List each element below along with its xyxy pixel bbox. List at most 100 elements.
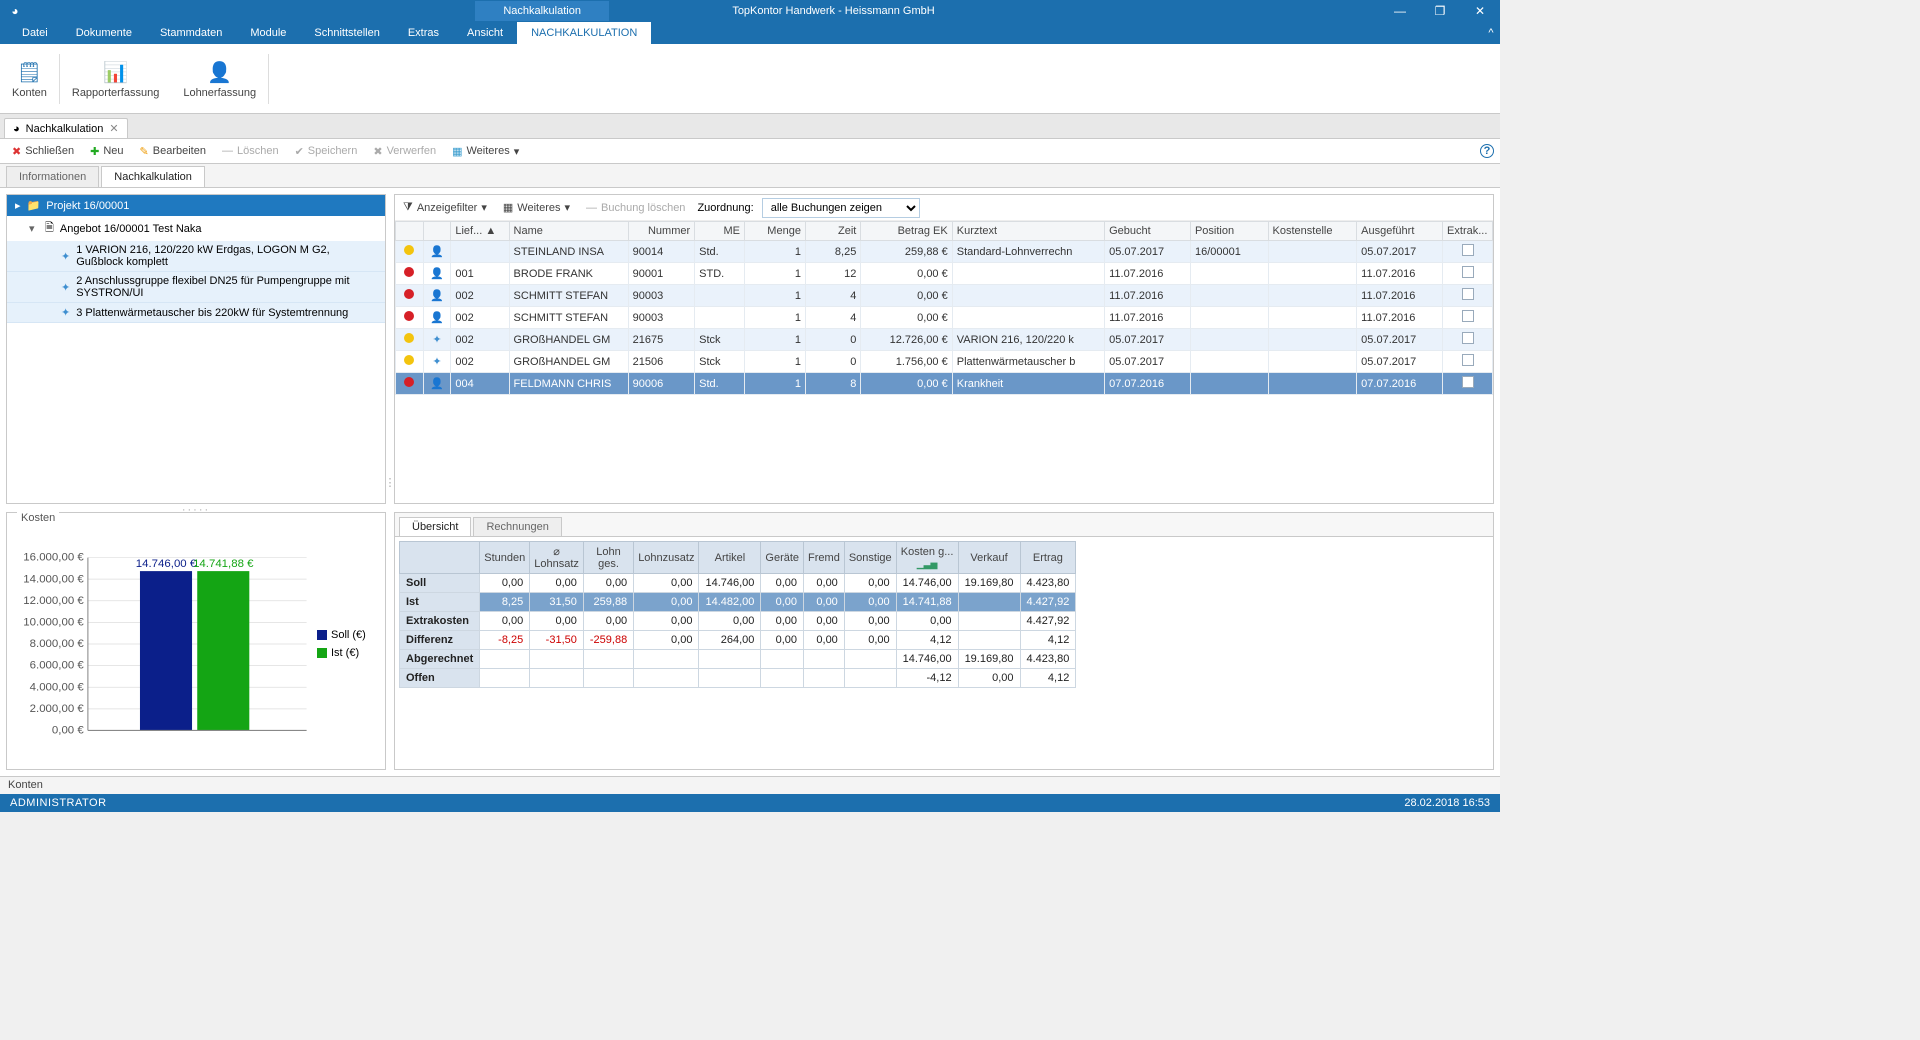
checkbox[interactable]: [1462, 244, 1474, 256]
column-header[interactable]: Betrag EK: [861, 222, 952, 241]
filter-more-button[interactable]: ▦Weiteres ▾: [499, 199, 574, 216]
column-header[interactable]: [396, 222, 424, 241]
ribbon-rapport[interactable]: 📊 Rapporterfassung: [60, 49, 171, 109]
sum-row-label: Soll: [400, 574, 480, 593]
plus-icon: ✚: [90, 145, 99, 158]
menu-module[interactable]: Module: [236, 22, 300, 44]
menu-datei[interactable]: Datei: [8, 22, 62, 44]
table-row[interactable]: 👤STEINLAND INSA90014Std.18,25259,88 €Sta…: [396, 241, 1493, 263]
x-icon: ✖: [373, 145, 382, 158]
window-maximize[interactable]: ❐: [1420, 0, 1460, 22]
checkbox[interactable]: [1462, 376, 1474, 388]
svg-text:8.000,00 €: 8.000,00 €: [30, 638, 85, 650]
menu-extras[interactable]: Extras: [394, 22, 453, 44]
more-button[interactable]: ▦Weiteres ▾: [446, 143, 525, 160]
menu-nachkalkulation[interactable]: NACHKALKULATION: [517, 22, 651, 44]
sum-col: Lohnzusatz: [634, 542, 699, 574]
tree-item[interactable]: ✦3 Plattenwärmetauscher bis 220kW für Sy…: [7, 303, 385, 323]
app-icon: ◕: [0, 4, 30, 18]
table-row[interactable]: 👤002SCHMITT STEFAN90003140,00 €11.07.201…: [396, 307, 1493, 329]
column-header[interactable]: Lief... ▲: [451, 222, 509, 241]
ribbon-lohn[interactable]: 👤 Lohnerfassung: [171, 49, 268, 109]
document-tab[interactable]: ◕ Nachkalkulation ✕: [4, 118, 128, 138]
column-header[interactable]: Menge: [745, 222, 806, 241]
splitter-vertical[interactable]: ⋮: [386, 194, 394, 770]
menu-dokumente[interactable]: Dokumente: [62, 22, 146, 44]
tree-offer[interactable]: ▾ 🗎 Angebot 16/00001 Test Naka: [7, 216, 385, 241]
column-header[interactable]: ME: [695, 222, 745, 241]
sum-col: Sonstige: [844, 542, 896, 574]
svg-text:0,00 €: 0,00 €: [52, 725, 84, 737]
sum-row-label: Extrakosten: [400, 612, 480, 631]
column-header[interactable]: Nummer: [628, 222, 694, 241]
new-button[interactable]: ✚Neu: [84, 143, 129, 160]
table-row[interactable]: 👤004FELDMANN CHRIS90006Std.180,00 €Krank…: [396, 373, 1493, 395]
column-header[interactable]: [423, 222, 451, 241]
bookings-table[interactable]: Lief... ▲NameNummerMEMengeZeitBetrag EKK…: [395, 221, 1493, 395]
title-bar: ◕ Nachkalkulation TopKontor Handwerk - H…: [0, 0, 1500, 22]
pencil-icon: ✎: [140, 145, 149, 158]
svg-text:4.000,00 €: 4.000,00 €: [30, 681, 85, 693]
tab-uebersicht[interactable]: Übersicht: [399, 517, 471, 536]
column-header[interactable]: Ausgeführt: [1357, 222, 1443, 241]
tree-item[interactable]: ✦1 VARION 216, 120/220 kW Erdgas, LOGON …: [7, 241, 385, 272]
chevron-down-icon: ▾: [565, 201, 571, 214]
minus-icon: —: [222, 145, 233, 157]
edit-button[interactable]: ✎Bearbeiten: [134, 143, 212, 160]
title-text: Nachkalkulation TopKontor Handwerk - Hei…: [30, 1, 1380, 21]
menu-ansicht[interactable]: Ansicht: [453, 22, 517, 44]
folder-icon: 📁: [27, 199, 41, 212]
summary-table: Stunden⌀ LohnsatzLohn ges.LohnzusatzArti…: [399, 541, 1076, 688]
column-header[interactable]: Zeit: [805, 222, 860, 241]
menu-bar: DateiDokumenteStammdatenModuleSchnittste…: [0, 22, 1500, 44]
tab-rechnungen[interactable]: Rechnungen: [473, 517, 561, 536]
ribbon-konten[interactable]: 🗒 Konten: [0, 49, 59, 109]
column-header[interactable]: Name: [509, 222, 628, 241]
bookings-filter-bar: ⧩Anzeigefilter ▾ ▦Weiteres ▾ —Buchung lö…: [395, 195, 1493, 221]
table-row[interactable]: 👤002SCHMITT STEFAN90003140,00 €11.07.201…: [396, 285, 1493, 307]
status-user: ADMINISTRATOR: [10, 797, 107, 809]
close-icon[interactable]: ✕: [109, 122, 118, 135]
delete-booking-button[interactable]: —Buchung löschen: [582, 200, 689, 216]
column-header[interactable]: Position: [1190, 222, 1268, 241]
zuordnung-select[interactable]: alle Buchungen zeigen: [762, 198, 920, 218]
svg-text:16.000,00 €: 16.000,00 €: [23, 552, 84, 564]
checkbox[interactable]: [1462, 332, 1474, 344]
status-dot: [404, 311, 414, 321]
checkbox[interactable]: [1462, 266, 1474, 278]
tab-nachkalkulation[interactable]: Nachkalkulation: [101, 166, 205, 187]
puzzle-icon: ✦: [61, 281, 70, 294]
kosten-chart: 16.000,00 €14.000,00 €12.000,00 €10.000,…: [15, 527, 317, 761]
menu-schnittstellen[interactable]: Schnittstellen: [300, 22, 393, 44]
close-button[interactable]: ✖Schließen: [6, 143, 80, 160]
checkbox[interactable]: [1462, 288, 1474, 300]
splitter-horizontal[interactable]: ·····: [6, 504, 386, 512]
window-close[interactable]: ✕: [1460, 0, 1500, 22]
zuordnung-label: Zuordnung:: [697, 202, 753, 214]
column-header[interactable]: Kostenstelle: [1268, 222, 1357, 241]
ribbon-collapse-icon[interactable]: ^: [1482, 22, 1500, 44]
column-header[interactable]: Gebucht: [1105, 222, 1191, 241]
save-button[interactable]: ✔Speichern: [289, 143, 364, 160]
table-row[interactable]: ✦002GROßHANDEL GM21506Stck101.756,00 €Pl…: [396, 351, 1493, 373]
table-row[interactable]: ✦002GROßHANDEL GM21675Stck1012.726,00 €V…: [396, 329, 1493, 351]
display-filter-button[interactable]: ⧩Anzeigefilter ▾: [399, 199, 491, 216]
person-icon: 👤: [430, 312, 444, 324]
window-minimize[interactable]: ―: [1380, 0, 1420, 22]
tree-root[interactable]: ▸ 📁 Projekt 16/00001: [7, 195, 385, 216]
delete-button[interactable]: —Löschen: [216, 143, 285, 159]
collapse-icon[interactable]: ▾: [29, 222, 39, 235]
column-header[interactable]: Kurztext: [952, 222, 1104, 241]
bookings-panel: ⧩Anzeigefilter ▾ ▦Weiteres ▾ —Buchung lö…: [394, 194, 1494, 504]
column-header[interactable]: Extrak...: [1443, 222, 1493, 241]
menu-stammdaten[interactable]: Stammdaten: [146, 22, 236, 44]
checkbox[interactable]: [1462, 354, 1474, 366]
table-row[interactable]: 👤001BRODE FRANK90001STD.1120,00 €11.07.2…: [396, 263, 1493, 285]
report-icon: 📊: [103, 59, 128, 87]
checkbox[interactable]: [1462, 310, 1474, 322]
help-button[interactable]: ?: [1480, 144, 1494, 158]
discard-button[interactable]: ✖Verwerfen: [367, 143, 442, 160]
tab-informationen[interactable]: Informationen: [6, 166, 99, 187]
tree-item[interactable]: ✦2 Anschlussgruppe flexibel DN25 für Pum…: [7, 272, 385, 303]
accounts-icon: 🗒: [17, 59, 42, 87]
